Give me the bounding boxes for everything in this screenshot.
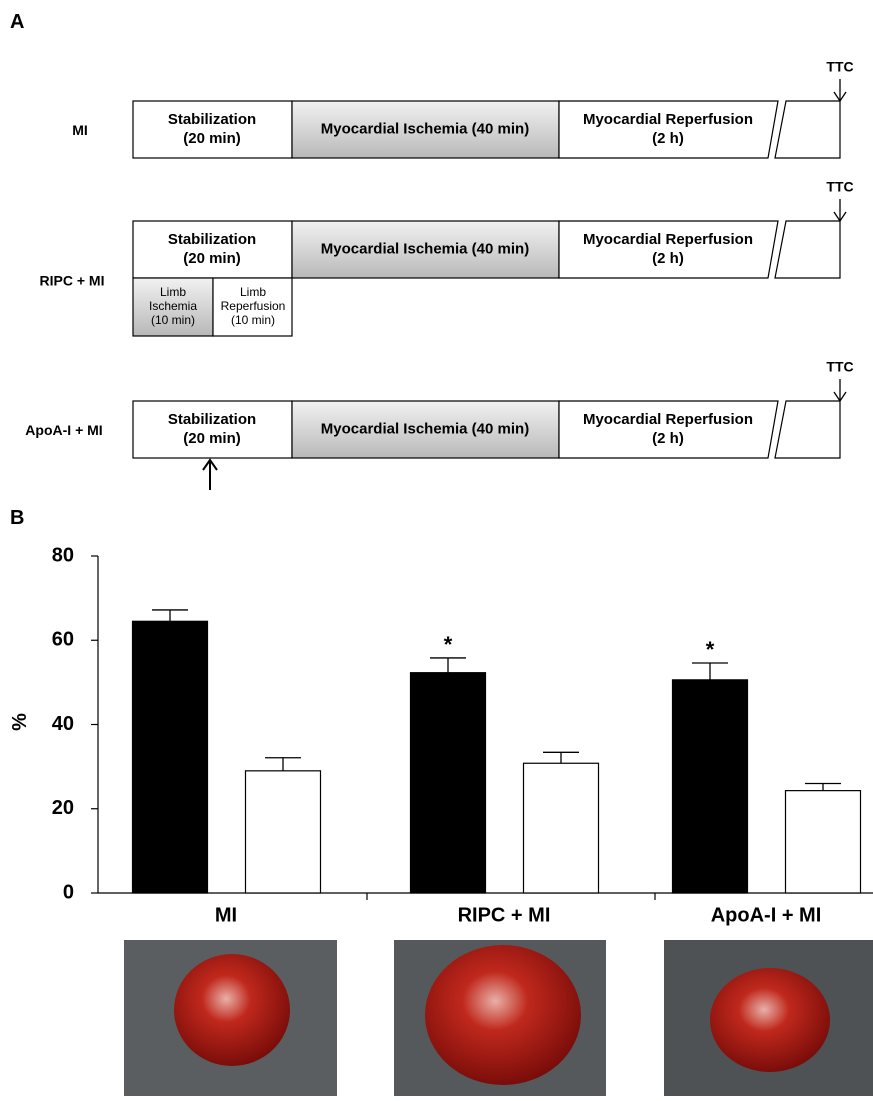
panel-label: B xyxy=(10,507,24,529)
stage-box xyxy=(132,400,293,459)
sub-stage-box xyxy=(132,277,214,337)
bar xyxy=(244,770,322,894)
bar xyxy=(784,790,862,894)
bar xyxy=(522,762,600,894)
stage-text: (20 min) xyxy=(183,130,241,147)
sub-stage-text: Reperfusion xyxy=(221,299,286,313)
sub-stage-box xyxy=(212,277,293,337)
significance-label: * xyxy=(706,637,715,662)
heart xyxy=(710,968,830,1072)
photos xyxy=(124,940,873,1096)
stage-text: Myocardial Reperfusion xyxy=(583,111,753,128)
x-tick-label: ApoA-I + MI xyxy=(711,904,822,926)
bar xyxy=(131,620,209,894)
endpoint-label: TTC xyxy=(826,359,853,375)
panel-label: A xyxy=(10,11,24,33)
end-box xyxy=(774,100,841,159)
significance-label: * xyxy=(444,632,453,657)
stage-box xyxy=(291,400,560,459)
heart xyxy=(425,945,581,1085)
stage-text: Stabilization xyxy=(168,231,256,248)
row-label: RIPC + MI xyxy=(40,273,105,289)
sub-stage-text: Limb xyxy=(160,285,186,299)
end-box xyxy=(774,220,841,279)
stage-box xyxy=(558,100,779,159)
row-label: MI xyxy=(72,122,88,138)
stage-text: (2 h) xyxy=(652,130,684,147)
y-tick-label: 60 xyxy=(52,629,74,651)
endpoint-label: TTC xyxy=(826,179,853,195)
stage-text: Stabilization xyxy=(168,111,256,128)
sub-stage-text: Ischemia xyxy=(149,299,197,313)
sub-stage-text: (10 min) xyxy=(231,313,275,327)
stage-text: Myocardial Ischemia (40 min) xyxy=(321,240,529,257)
bar xyxy=(671,679,749,894)
endpoint-arrow xyxy=(833,91,847,103)
y-tick-label: 40 xyxy=(52,713,74,735)
endpoint-arrow xyxy=(833,211,847,223)
stage-box xyxy=(558,220,779,279)
stage-text: Myocardial Ischemia (40 min) xyxy=(321,120,529,137)
stage-text: (20 min) xyxy=(183,250,241,267)
stage-text: Stabilization xyxy=(168,411,256,428)
y-axis-label: % xyxy=(9,713,31,731)
row-label: ApoA-I + MI xyxy=(25,422,102,438)
stage-text: Myocardial Reperfusion xyxy=(583,231,753,248)
stage-text: (20 min) xyxy=(183,430,241,447)
stage-box xyxy=(132,100,293,159)
arrow-head xyxy=(202,458,218,471)
sub-stage-text: (10 min) xyxy=(151,313,195,327)
sub-stage-text: Limb xyxy=(240,285,266,299)
bar xyxy=(409,672,487,894)
x-tick-label: RIPC + MI xyxy=(458,904,551,926)
y-tick-label: 0 xyxy=(63,881,74,903)
stage-text: Myocardial Ischemia (40 min) xyxy=(321,420,529,437)
stage-box xyxy=(291,100,560,159)
y-tick-label: 20 xyxy=(52,797,74,819)
stage-box xyxy=(558,400,779,459)
x-tick-label: MI xyxy=(215,904,237,926)
stage-box xyxy=(291,220,560,279)
stage-box xyxy=(132,220,293,279)
stage-text: (2 h) xyxy=(652,250,684,267)
y-tick-label: 80 xyxy=(52,544,74,566)
stage-text: (2 h) xyxy=(652,430,684,447)
end-box xyxy=(774,400,841,459)
endpoint-arrow xyxy=(833,391,847,403)
heart xyxy=(174,954,290,1066)
endpoint-label: TTC xyxy=(826,59,853,75)
stage-text: Myocardial Reperfusion xyxy=(583,411,753,428)
